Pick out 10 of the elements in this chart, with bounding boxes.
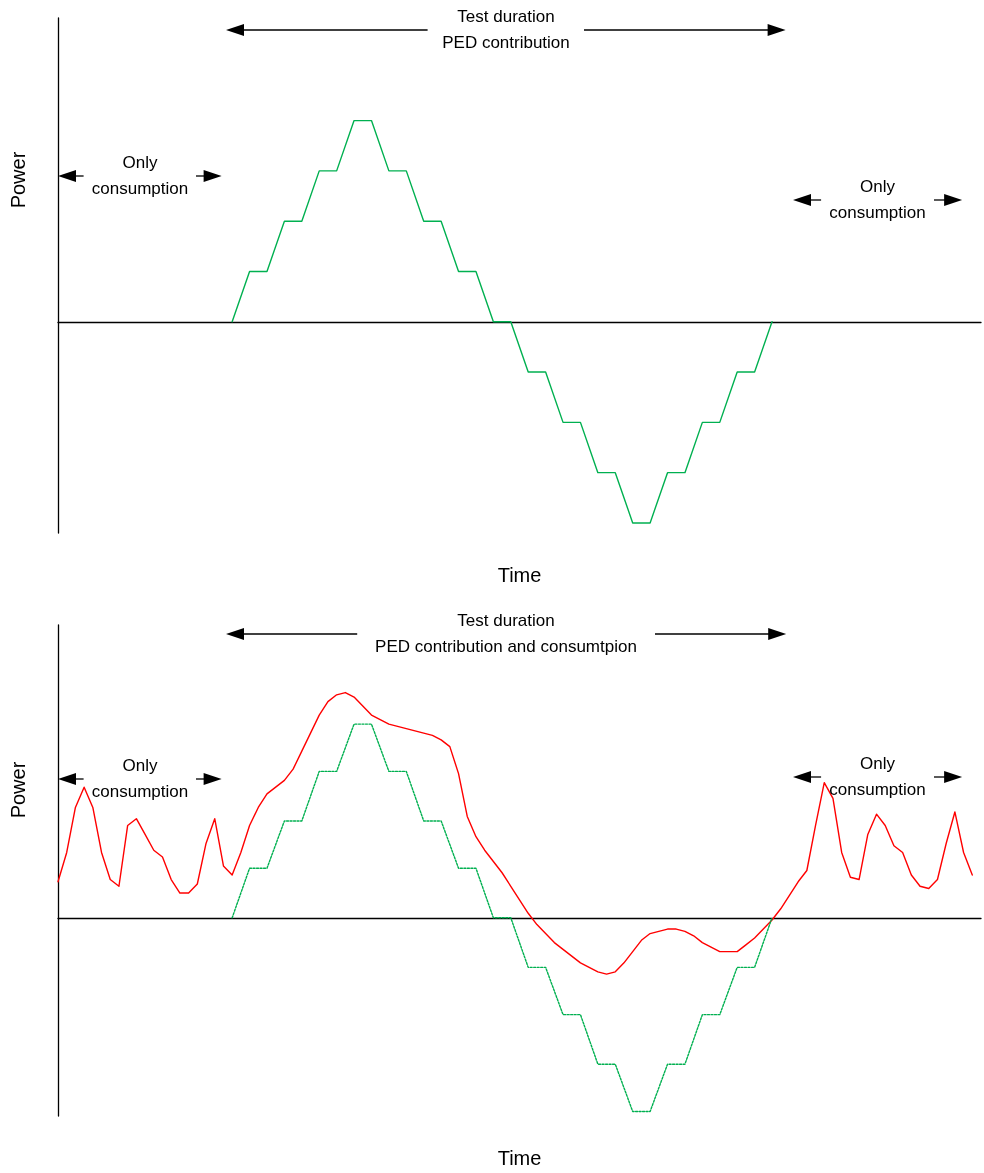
annotation: Only consumption bbox=[91, 152, 189, 200]
y-axis-title: Power bbox=[7, 151, 29, 209]
y-axis-title: Power bbox=[7, 761, 29, 819]
x-axis-title: Time bbox=[497, 1147, 542, 1169]
annotation: Only consumption bbox=[91, 755, 189, 803]
x-axis-title: Time bbox=[497, 564, 542, 586]
text: Test duration PED contribution bbox=[442, 6, 570, 54]
text: Test duration PED contribution and consumtpion bbox=[375, 610, 637, 658]
annotation: Only consumption bbox=[829, 753, 926, 801]
annotation: Only consumption bbox=[829, 176, 926, 224]
